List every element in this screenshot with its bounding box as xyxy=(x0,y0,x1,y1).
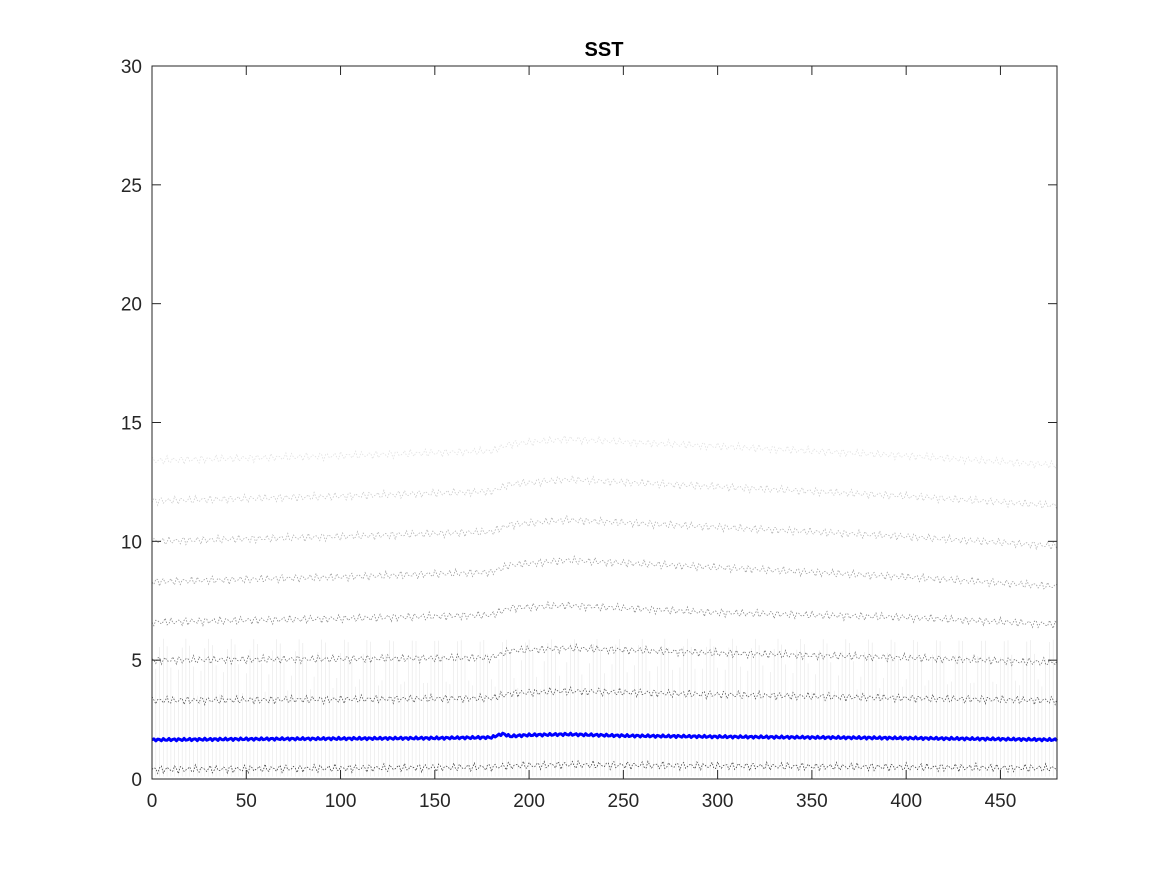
x-tick-label: 50 xyxy=(236,791,257,812)
background-series-line xyxy=(151,555,1058,590)
y-axis: 0 5 10 15 20 25 30 xyxy=(121,57,1057,791)
background-series-line xyxy=(151,434,1058,470)
x-tick-label: 350 xyxy=(796,791,828,812)
highlight-series-group xyxy=(151,731,1059,743)
x-tick-label: 300 xyxy=(702,791,734,812)
seasonal-spikes xyxy=(151,638,1058,777)
highlight-series-line xyxy=(151,731,1059,743)
y-tick-label: 0 xyxy=(131,770,142,791)
x-tick-label: 400 xyxy=(890,791,922,812)
y-tick-label: 20 xyxy=(121,295,142,316)
x-tick-label: 250 xyxy=(608,791,640,812)
y-tick-label: 5 xyxy=(131,651,142,672)
background-series-line xyxy=(151,759,1058,775)
background-series-group xyxy=(151,434,1058,777)
x-tick-label: 150 xyxy=(419,791,451,812)
y-tick-label: 15 xyxy=(121,414,142,435)
background-series-line xyxy=(151,514,1058,551)
x-tick-label: 0 xyxy=(147,791,158,812)
x-tick-label: 450 xyxy=(985,791,1017,812)
background-series-line xyxy=(151,643,1058,667)
y-tick-label: 25 xyxy=(121,176,142,197)
y-tick-label: 10 xyxy=(121,532,142,553)
background-series-line xyxy=(151,600,1058,630)
background-series-line xyxy=(151,685,1058,707)
chart-title: SST xyxy=(585,39,624,61)
x-axis: 0 50 100 150 200 250 300 350 400 450 xyxy=(147,66,1017,812)
x-tick-label: 100 xyxy=(325,791,357,812)
x-tick-label: 200 xyxy=(513,791,545,812)
background-series-line xyxy=(151,474,1058,510)
y-tick-label: 30 xyxy=(121,57,142,78)
